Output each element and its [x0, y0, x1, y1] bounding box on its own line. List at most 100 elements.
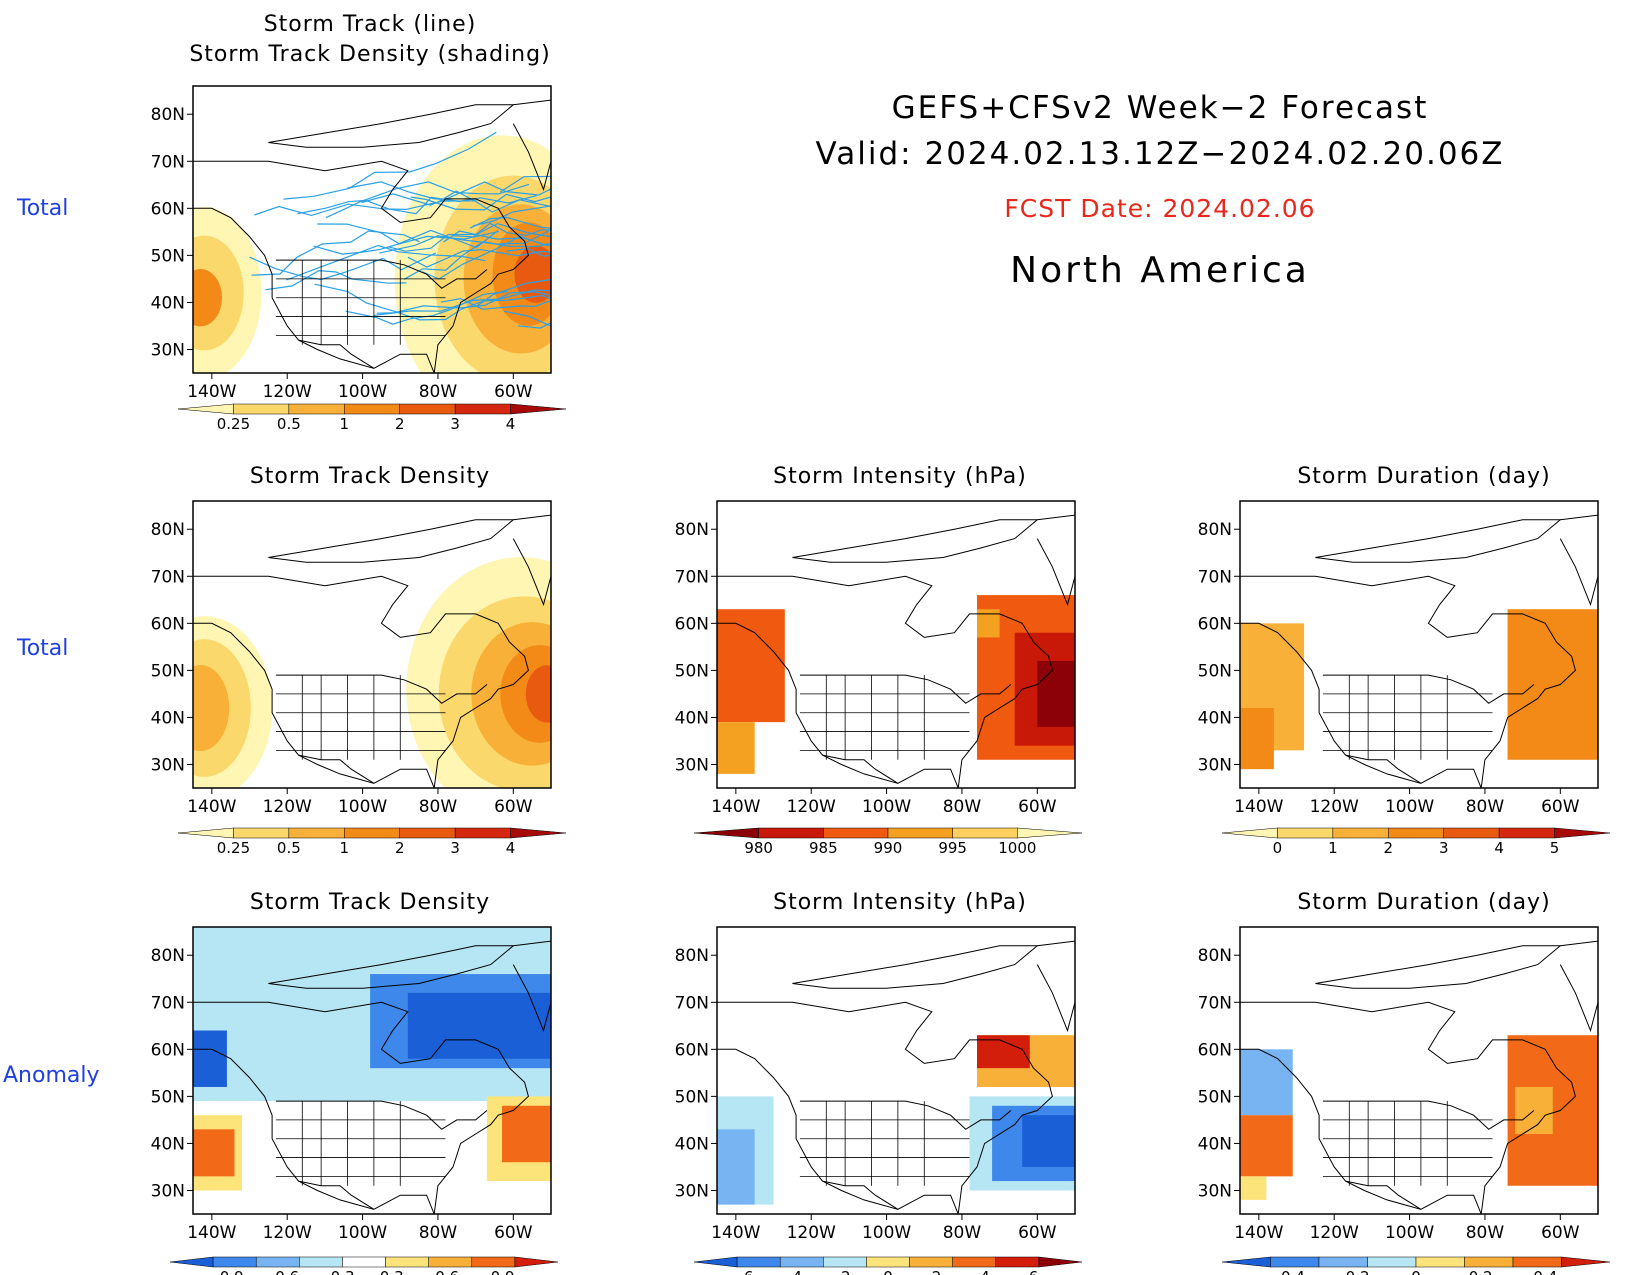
- shading-2: [407, 992, 551, 1059]
- mexico-border: [298, 1180, 375, 1210]
- lat-label: 70N: [151, 993, 185, 1013]
- lat-label: 30N: [1198, 1181, 1232, 1201]
- lat-label: 70N: [675, 567, 709, 587]
- lon-label: 140W: [1234, 797, 1283, 817]
- colorbar-swatch: [169, 1256, 214, 1268]
- shading-5: [977, 609, 1000, 638]
- colorbar-swatch: [471, 1256, 516, 1268]
- lon-label: 80W: [419, 797, 458, 817]
- lat-label: 60N: [151, 199, 185, 219]
- colorbar-density: 0.25 0.5 1 2 3 4: [177, 827, 567, 857]
- colorbar-swatch: [1270, 1256, 1320, 1268]
- colorbar-swatch: [1367, 1256, 1417, 1268]
- greenland-coast: [512, 514, 551, 607]
- lon-label: 60W: [494, 797, 533, 817]
- arctic-islands: [1315, 519, 1562, 563]
- map-frame: [192, 500, 552, 789]
- lon-label: 60W: [494, 382, 533, 402]
- colorbar-swatch: [299, 1256, 343, 1268]
- colorbar-label: −0.9: [207, 1268, 243, 1275]
- colorbar-label: −0.2: [1333, 1268, 1369, 1275]
- lat-label: 40N: [151, 1134, 185, 1154]
- panel-title-intensity-anom: Storm Intensity (hPa): [773, 890, 1027, 915]
- storm-track-line: [407, 249, 551, 268]
- lon-label: 120W: [787, 797, 836, 817]
- storm-track-line: [410, 193, 551, 211]
- lat-label: 50N: [151, 661, 185, 681]
- colorbar-label: 985: [809, 839, 838, 857]
- colorbar-label: 2: [932, 1268, 942, 1275]
- colorbar-swatch: [779, 1256, 824, 1268]
- colorbar-density: 0.25 0.5 1 2 3 4: [177, 403, 567, 433]
- greenland-coast: [1036, 940, 1075, 1033]
- lon-label: 140W: [1234, 1223, 1283, 1243]
- mexico-border: [298, 754, 375, 784]
- storm-track-line: [361, 181, 551, 206]
- lon-label: 120W: [263, 797, 312, 817]
- shading-4: [1515, 1086, 1553, 1135]
- coastline: [1240, 1001, 1576, 1214]
- lon-label: 140W: [187, 1223, 236, 1243]
- colorbar-swatch: [454, 403, 511, 415]
- colorbar-label: 1000: [998, 839, 1036, 857]
- lat-label: 70N: [151, 152, 185, 172]
- colorbar-swatch: [344, 403, 400, 415]
- storm-track-line: [403, 241, 551, 280]
- colorbar-label: 4: [506, 415, 516, 433]
- colorbar-label: −2: [828, 1268, 850, 1275]
- colorbar-swatch: [1415, 1256, 1465, 1268]
- colorbar-swatch: [1277, 827, 1334, 839]
- colorbar-swatch: [1554, 827, 1611, 839]
- lat-label: 50N: [1198, 1087, 1232, 1107]
- fcst-date: FCST Date: 2024.02.06: [1004, 194, 1316, 223]
- lat-label: 80N: [1198, 520, 1232, 540]
- storm-track-line: [249, 252, 437, 281]
- colorbar-label: 6: [1029, 1268, 1039, 1275]
- colorbar-swatch: [736, 1256, 781, 1268]
- lat-label: 80N: [1198, 946, 1232, 966]
- colorbar-swatch: [510, 827, 567, 839]
- shading-4: [525, 665, 551, 723]
- mexico-border: [1345, 1180, 1422, 1210]
- lon-label: 60W: [494, 1223, 533, 1243]
- lat-label: 50N: [151, 1087, 185, 1107]
- lat-label: 40N: [151, 708, 185, 728]
- lon-label: 80W: [1466, 1223, 1505, 1243]
- shading-7: [193, 664, 230, 752]
- lat-label: 80N: [675, 520, 709, 540]
- colorbar-swatch: [428, 1256, 473, 1268]
- lon-label: 120W: [263, 382, 312, 402]
- colorbar-label: 0.2: [1469, 1268, 1493, 1275]
- map-field-intensity_total: [717, 514, 1075, 788]
- storm-track-line: [283, 131, 497, 200]
- map-frame: [1239, 500, 1599, 789]
- lon-label: 120W: [787, 1223, 836, 1243]
- lon-label: 80W: [943, 797, 982, 817]
- region-name: North America: [1010, 250, 1310, 291]
- lon-label: 80W: [943, 1223, 982, 1243]
- storm-track-line: [313, 231, 499, 255]
- shading-5: [193, 1129, 235, 1177]
- mexico-border: [822, 1180, 899, 1210]
- lon-label: 60W: [1541, 1223, 1580, 1243]
- lat-label: 70N: [1198, 567, 1232, 587]
- lon-label: 80W: [1466, 797, 1505, 817]
- shading-4: [1037, 660, 1075, 727]
- us-border: [275, 259, 488, 289]
- coastline: [193, 575, 529, 788]
- lat-label: 40N: [675, 708, 709, 728]
- panel-title-density-anom: Storm Track Density: [249, 890, 491, 915]
- storm-track-line: [469, 216, 551, 229]
- shading-4: [1022, 1115, 1075, 1167]
- shading-0: [1240, 1049, 1293, 1116]
- greenland-coast: [1559, 514, 1598, 607]
- colorbar-swatch: [1318, 1256, 1368, 1268]
- storm-track-line: [475, 278, 551, 308]
- colorbar-label: 0.3: [380, 1268, 404, 1275]
- map-field-density_total: [193, 514, 551, 788]
- lat-label: 80N: [151, 520, 185, 540]
- colorbar-swatch: [399, 827, 456, 839]
- mexico-border: [1345, 754, 1422, 784]
- colorbar-label: 0.25: [217, 839, 250, 857]
